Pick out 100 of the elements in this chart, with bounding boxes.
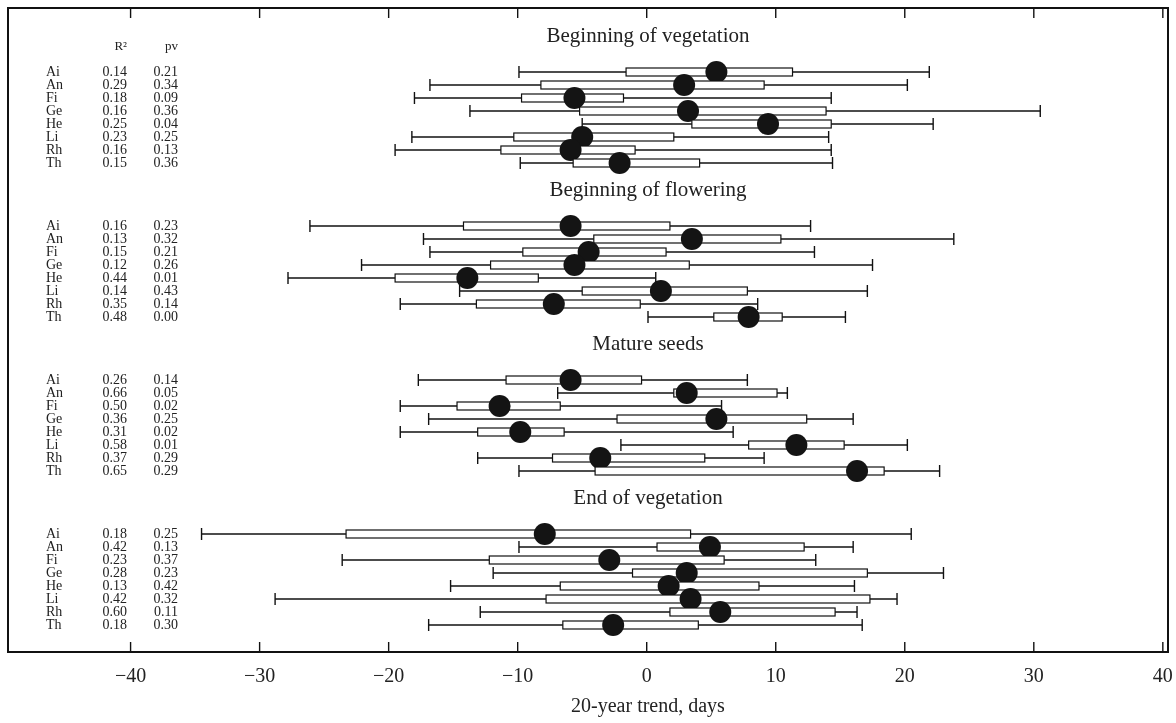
y-tick-label: Fi bbox=[46, 244, 58, 259]
y-tick-label: Ai bbox=[46, 218, 61, 233]
annotation: 0.18 bbox=[102, 90, 127, 105]
text: R² bbox=[114, 38, 128, 53]
annotation: 0.29 bbox=[153, 450, 178, 465]
y-tick-label: An bbox=[46, 77, 64, 92]
y-tick-label: Li bbox=[46, 437, 59, 452]
annotation: 0.66 bbox=[102, 385, 127, 400]
annotation: 0.05 bbox=[153, 385, 178, 400]
annotation: 0.21 bbox=[153, 244, 178, 259]
annotation: 0.29 bbox=[153, 463, 178, 478]
y-tick-label: Ge bbox=[46, 103, 63, 118]
y-tick-label: He bbox=[46, 424, 63, 439]
annotation: 0.44 bbox=[102, 270, 127, 285]
y-tick-label: Fi bbox=[46, 552, 58, 567]
y-tick-label: Fi bbox=[46, 398, 58, 413]
annotation: 0.14 bbox=[102, 64, 127, 79]
annotation: 0.32 bbox=[153, 591, 178, 606]
annotation: 0.36 bbox=[102, 411, 127, 426]
x-tick-label: 10 bbox=[765, 664, 786, 686]
y-tick-label: An bbox=[46, 385, 64, 400]
annotation: 0.34 bbox=[153, 77, 178, 92]
annotation: 0.28 bbox=[102, 565, 127, 580]
chart-title: End of vegetation bbox=[573, 485, 724, 509]
chart-title: Beginning of vegetation bbox=[546, 23, 750, 47]
y-tick-label: Rh bbox=[46, 604, 63, 619]
annotation: 0.09 bbox=[153, 90, 178, 105]
annotation: 0.01 bbox=[153, 270, 178, 285]
annotation: 0.48 bbox=[102, 309, 127, 324]
annotation: 0.11 bbox=[154, 604, 178, 619]
annotation: 0.29 bbox=[102, 77, 127, 92]
y-tick-label: Ge bbox=[46, 411, 63, 426]
annotation: 0.23 bbox=[102, 552, 127, 567]
x-tick-label: −20 bbox=[373, 664, 405, 686]
y-tick-label: Li bbox=[46, 283, 59, 298]
y-tick-label: He bbox=[46, 270, 63, 285]
annotation: 0.02 bbox=[153, 398, 178, 413]
annotation: 0.14 bbox=[153, 296, 178, 311]
annotation: 0.25 bbox=[153, 129, 178, 144]
y-tick-label: Rh bbox=[46, 296, 63, 311]
x-axis-title: 20-year trend, days bbox=[571, 694, 726, 717]
annotation: 0.14 bbox=[102, 283, 127, 298]
y-tick-label: Rh bbox=[46, 450, 63, 465]
y-tick-label: Ai bbox=[46, 526, 61, 541]
annotation: 0.25 bbox=[153, 526, 178, 541]
y-tick-label: Th bbox=[46, 309, 62, 324]
annotation: 0.26 bbox=[153, 257, 178, 272]
y-tick-label: Li bbox=[46, 129, 59, 144]
annotation: 0.23 bbox=[153, 218, 178, 233]
y-tick-label: Th bbox=[46, 463, 62, 478]
annotation: 0.18 bbox=[102, 526, 127, 541]
y-tick-label: Ai bbox=[46, 64, 61, 79]
x-tick-label: 0 bbox=[641, 664, 652, 686]
y-tick-label: Ge bbox=[46, 565, 63, 580]
annotation: 0.14 bbox=[153, 372, 178, 387]
annotation: 0.13 bbox=[102, 578, 127, 593]
y-tick-label: An bbox=[46, 539, 64, 554]
x-tick-label: 30 bbox=[1023, 664, 1044, 686]
y-tick-label: He bbox=[46, 116, 63, 131]
annotation: 0.13 bbox=[102, 231, 127, 246]
annotation: 0.15 bbox=[102, 244, 127, 259]
annotation: 0.60 bbox=[102, 604, 127, 619]
annotation: 0.26 bbox=[102, 372, 127, 387]
y-tick-label: Fi bbox=[46, 90, 58, 105]
annotation: 0.42 bbox=[102, 591, 127, 606]
text: pv bbox=[165, 38, 179, 53]
chart-title: Mature seeds bbox=[592, 331, 704, 355]
y-tick-label: Th bbox=[46, 617, 62, 632]
annotation: 0.13 bbox=[153, 142, 178, 157]
annotation: 0.37 bbox=[153, 552, 178, 567]
annotation: 0.58 bbox=[102, 437, 127, 452]
annotation: 0.00 bbox=[153, 309, 178, 324]
annotation: 0.25 bbox=[102, 116, 127, 131]
annotation: 0.25 bbox=[153, 411, 178, 426]
annotation: 0.32 bbox=[153, 231, 178, 246]
x-tick-label: −10 bbox=[502, 664, 534, 686]
chart-title: Beginning of flowering bbox=[549, 177, 748, 201]
y-tick-label: Th bbox=[46, 155, 62, 170]
annotation: 0.35 bbox=[102, 296, 127, 311]
y-tick-label: He bbox=[46, 578, 63, 593]
x-tick-label: −40 bbox=[114, 664, 147, 686]
annotation: 0.16 bbox=[102, 218, 127, 233]
annotation: 0.18 bbox=[102, 617, 127, 632]
annotation: 0.43 bbox=[153, 283, 178, 298]
y-tick-label: Li bbox=[46, 591, 59, 606]
x-tick-label: −30 bbox=[243, 664, 276, 686]
annotation: 0.37 bbox=[102, 450, 127, 465]
y-tick-label: Ge bbox=[46, 257, 63, 272]
annotation: 0.01 bbox=[153, 437, 178, 452]
annotation: 0.42 bbox=[102, 539, 127, 554]
annotation: 0.12 bbox=[102, 257, 127, 272]
annotation: 0.04 bbox=[153, 116, 178, 131]
x-tick-label: 20 bbox=[894, 664, 915, 686]
y-tick-label: Rh bbox=[46, 142, 63, 157]
y-tick-label: An bbox=[46, 231, 64, 246]
annotation: 0.31 bbox=[102, 424, 127, 439]
annotation: 0.42 bbox=[153, 578, 178, 593]
annotation: 0.02 bbox=[153, 424, 178, 439]
annotation: 0.36 bbox=[153, 103, 178, 118]
annotation: 0.16 bbox=[102, 142, 127, 157]
